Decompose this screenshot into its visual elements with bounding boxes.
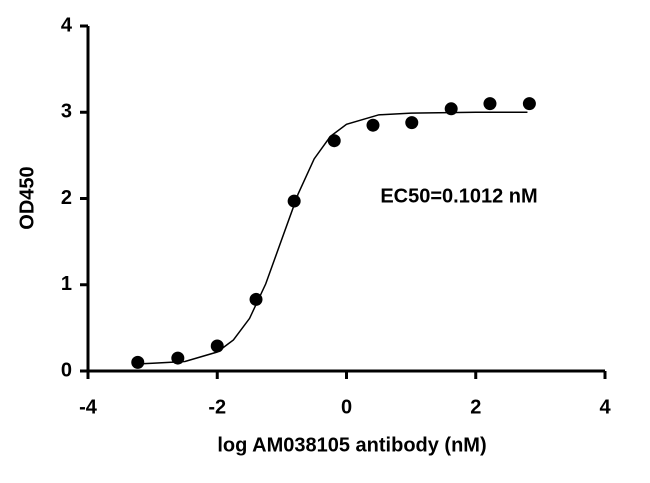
y-tick-label: 0	[61, 359, 72, 381]
data-point	[249, 292, 263, 306]
y-tick-label: 4	[61, 14, 73, 36]
data-point	[483, 97, 497, 111]
data-point	[287, 194, 301, 208]
y-axis-label: OD450	[16, 166, 38, 229]
y-tick-label: 3	[61, 101, 72, 123]
x-tick-label: 4	[599, 396, 611, 418]
data-point	[171, 351, 185, 365]
data-point	[444, 102, 458, 116]
x-tick-label: -4	[79, 396, 98, 418]
x-axis-label: log AM038105 antibody (nM)	[217, 434, 486, 456]
data-point	[210, 339, 224, 353]
y-tick-label: 2	[61, 187, 72, 209]
x-tick-label: -2	[208, 396, 226, 418]
data-point	[131, 355, 145, 369]
data-point	[327, 134, 341, 148]
data-point	[522, 97, 536, 111]
annotation: EC50=0.1012 nM	[380, 185, 537, 207]
y-tick-label: 1	[61, 273, 72, 295]
fit-curve	[133, 111, 528, 365]
x-tick-label: 0	[341, 396, 352, 418]
x-tick-label: 2	[470, 396, 481, 418]
data-point	[405, 116, 419, 130]
data-point	[366, 118, 380, 132]
